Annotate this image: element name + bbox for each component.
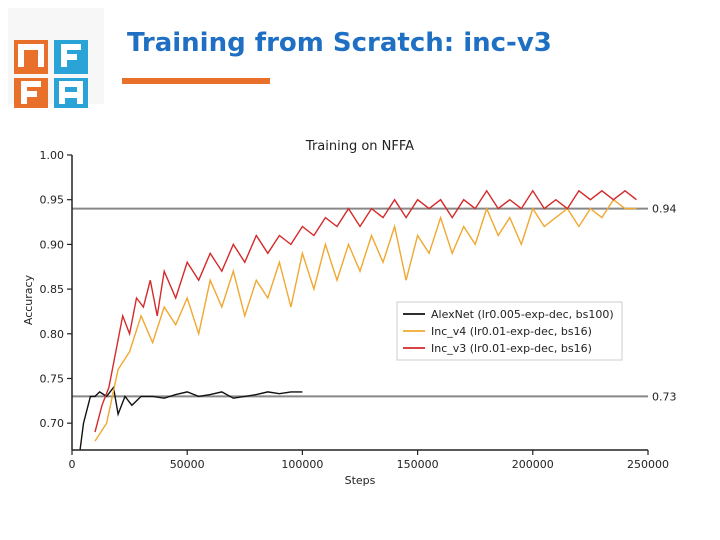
y-tick-label-2: 0.80 xyxy=(40,328,65,341)
reference-label-0: 0.94 xyxy=(652,203,677,216)
legend-label-2: Inc_v3 (lr0.01-exp-dec, bs16) xyxy=(431,342,592,355)
x-tick-label-0: 0 xyxy=(69,458,76,471)
series-line-0 xyxy=(79,385,303,450)
y-axis-label: Accuracy xyxy=(22,274,35,325)
x-tick-label-1: 50000 xyxy=(170,458,205,471)
x-axis-label: Steps xyxy=(345,474,376,487)
x-tick-label-3: 150000 xyxy=(397,458,439,471)
chart-title: Training on NFFA xyxy=(305,139,414,154)
series-line-1 xyxy=(94,198,637,442)
y-tick-label-4: 0.90 xyxy=(40,238,65,251)
legend-label-0: AlexNet (lr0.005-exp-dec, bs100) xyxy=(431,308,614,321)
y-tick-label-0: 0.70 xyxy=(40,417,65,430)
slide-title: Training from Scratch: inc-v3 xyxy=(127,28,552,58)
logo-tile-f2 xyxy=(14,78,48,108)
reference-label-1: 0.73 xyxy=(652,390,677,403)
legend-label-1: Inc_v4 (lr0.01-exp-dec, bs16) xyxy=(431,325,592,338)
nffa-logo xyxy=(8,8,104,108)
x-tick-label-2: 100000 xyxy=(281,458,323,471)
x-tick-label-4: 200000 xyxy=(512,458,554,471)
y-tick-label-6: 1.00 xyxy=(40,149,65,162)
logo-tile-a xyxy=(54,78,88,108)
y-tick-label-1: 0.75 xyxy=(40,372,65,385)
legend-box xyxy=(396,301,623,361)
title-underline xyxy=(122,78,270,84)
logo-tile-n xyxy=(14,40,48,74)
y-tick-label-3: 0.85 xyxy=(40,283,65,296)
logo-tile-f1 xyxy=(54,40,88,74)
series-line-2 xyxy=(94,189,637,433)
y-tick-label-5: 0.95 xyxy=(40,194,65,207)
x-tick-label-5: 250000 xyxy=(627,458,669,471)
